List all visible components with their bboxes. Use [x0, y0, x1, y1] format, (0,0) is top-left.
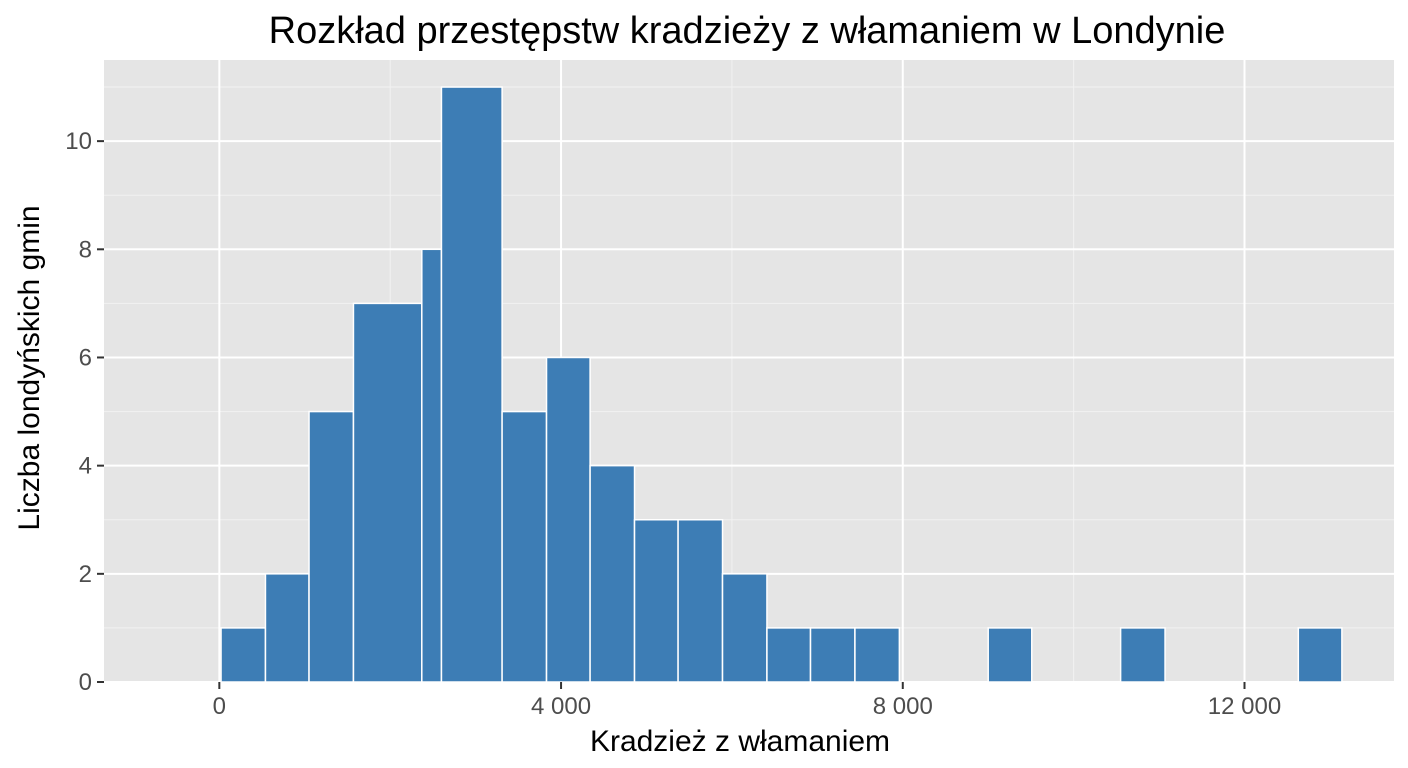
histogram-bar	[352, 302, 423, 683]
x-tick-label: 12 000	[1208, 693, 1281, 720]
x-tick-label: 8 000	[873, 693, 933, 720]
histogram-bar	[721, 573, 768, 683]
histogram-bar	[545, 356, 591, 683]
histogram-bar	[501, 410, 548, 683]
x-axis-tick-labels: 0 4 000 8 000 12 000	[213, 693, 1282, 720]
y-tick-label: 4	[79, 453, 92, 480]
histogram-bar	[633, 518, 679, 683]
y-tick-label: 0	[79, 669, 92, 696]
histogram-bar	[589, 464, 636, 683]
histogram-bar	[220, 627, 267, 683]
y-tick-label: 8	[79, 236, 92, 263]
histogram-bar	[264, 573, 310, 683]
histogram-bar	[440, 86, 503, 683]
axis-ticks	[97, 140, 1246, 689]
histogram-bar	[677, 518, 724, 683]
x-axis-title: Kradzież z włamaniem	[590, 725, 890, 758]
y-tick-label: 2	[79, 561, 92, 588]
histogram-bar	[421, 248, 443, 683]
x-tick-label: 4 000	[531, 693, 591, 720]
histogram-bar	[809, 627, 856, 683]
y-tick-label: 6	[79, 344, 92, 371]
histogram-bars	[220, 86, 1343, 683]
y-axis-tick-labels: 0 2 4 6 8 10	[65, 128, 92, 696]
y-axis-title: Liczba londyńskich gmin	[13, 205, 46, 530]
histogram-bar	[854, 627, 901, 683]
histogram-bar	[1119, 627, 1166, 683]
x-tick-label: 0	[213, 693, 226, 720]
histogram-bar	[308, 410, 355, 683]
chart-title: Rozkład przestępstw kradzieży z włamanie…	[269, 10, 1226, 52]
y-tick-label: 10	[65, 128, 92, 155]
histogram-bar	[766, 627, 812, 683]
histogram-bar	[1297, 627, 1343, 683]
histogram-bar	[987, 627, 1033, 683]
